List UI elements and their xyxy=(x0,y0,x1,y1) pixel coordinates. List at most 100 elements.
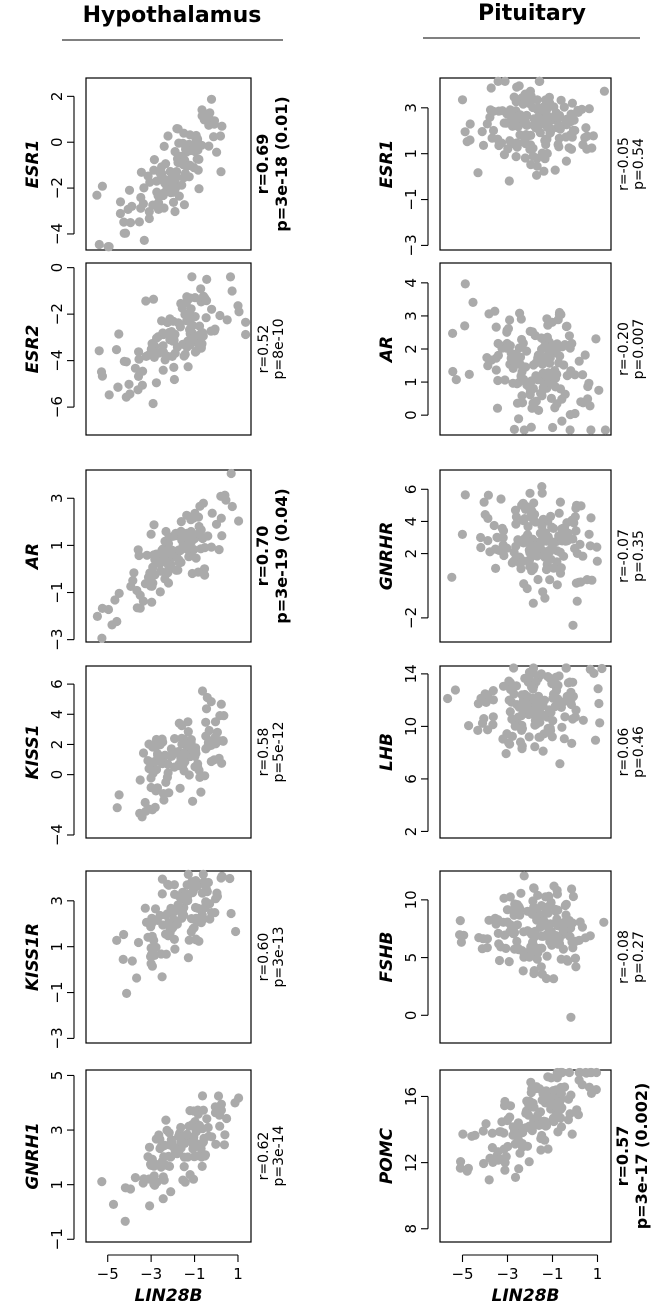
y-axis-label: ESR1 xyxy=(377,140,397,189)
data-point xyxy=(537,482,547,492)
data-point xyxy=(525,562,535,572)
data-point xyxy=(487,1128,497,1138)
y-tick-label: 4 xyxy=(402,278,420,288)
data-point xyxy=(157,889,167,899)
data-point xyxy=(518,556,529,566)
data-point xyxy=(518,966,528,976)
data-point xyxy=(513,1118,524,1128)
data-point xyxy=(523,1110,534,1120)
data-point xyxy=(551,934,561,945)
data-point xyxy=(214,753,224,763)
data-point xyxy=(522,346,532,356)
data-point xyxy=(108,1199,119,1209)
data-point xyxy=(514,945,524,955)
data-point xyxy=(141,296,151,306)
data-point xyxy=(226,908,236,919)
data-point xyxy=(164,1128,174,1138)
correlation-p: p=3e-14 xyxy=(271,1125,287,1186)
data-point xyxy=(537,359,548,369)
data-point xyxy=(519,579,529,589)
data-point xyxy=(193,567,203,577)
data-point xyxy=(456,937,466,947)
y-tick-label: 6 xyxy=(402,485,420,495)
data-point xyxy=(529,403,539,413)
data-point xyxy=(510,1172,521,1182)
data-point xyxy=(188,1144,198,1154)
data-point xyxy=(528,143,538,153)
data-point xyxy=(183,869,193,880)
data-point xyxy=(516,564,526,574)
data-point xyxy=(183,362,193,372)
data-point xyxy=(149,520,159,530)
data-point xyxy=(115,197,126,207)
data-point xyxy=(502,543,512,553)
data-point xyxy=(575,539,585,550)
data-point xyxy=(161,526,171,537)
data-point xyxy=(206,94,217,104)
data-point xyxy=(460,321,470,331)
data-point xyxy=(125,1184,136,1194)
data-point xyxy=(565,130,575,140)
data-point xyxy=(528,598,538,608)
x-tick-label: −1 xyxy=(541,1265,563,1283)
data-point xyxy=(151,378,161,388)
data-point xyxy=(503,324,513,334)
data-point xyxy=(188,320,198,331)
y-tick-label: 12 xyxy=(402,1153,420,1172)
data-point xyxy=(462,137,472,147)
data-point xyxy=(553,1097,563,1107)
data-point xyxy=(550,701,560,712)
data-point xyxy=(134,347,144,357)
data-point xyxy=(169,762,179,772)
data-point xyxy=(535,76,545,86)
data-point xyxy=(173,900,183,910)
data-point xyxy=(215,310,225,321)
x-tick-label: −3 xyxy=(140,1265,162,1283)
data-point xyxy=(483,490,493,500)
data-point xyxy=(163,879,173,889)
data-point xyxy=(578,715,588,725)
data-point xyxy=(543,320,553,330)
data-point xyxy=(226,468,236,479)
data-point xyxy=(175,783,185,793)
correlation-r: r=-0.07 xyxy=(616,529,632,583)
data-point xyxy=(520,153,530,163)
data-point xyxy=(564,1067,575,1078)
data-point xyxy=(202,274,212,284)
data-point xyxy=(160,1140,170,1150)
data-point xyxy=(194,936,204,946)
data-point xyxy=(515,1148,525,1158)
correlation-stats: r=0.06p=0.46 xyxy=(616,726,647,778)
data-point xyxy=(147,913,157,923)
data-point xyxy=(568,620,578,630)
correlation-stats: r=0.58p=5e-12 xyxy=(256,721,287,782)
data-point xyxy=(148,742,158,752)
data-point xyxy=(157,972,167,982)
y-tick-label: −1 xyxy=(48,581,66,603)
y-tick-label: 1 xyxy=(402,149,420,159)
data-point xyxy=(515,352,526,362)
data-point xyxy=(586,513,596,523)
data-point xyxy=(179,766,189,776)
data-point xyxy=(558,925,568,935)
y-axis-label: AR xyxy=(23,543,43,571)
data-point xyxy=(114,329,124,339)
data-point xyxy=(506,684,516,695)
data-point xyxy=(97,1177,107,1187)
y-tick-label: −3 xyxy=(48,1027,66,1049)
y-tick-label: −2 xyxy=(48,177,66,199)
data-point xyxy=(138,199,148,209)
data-point xyxy=(555,497,566,507)
data-point xyxy=(184,1121,194,1131)
data-point xyxy=(151,765,162,775)
data-point xyxy=(525,326,535,336)
data-point xyxy=(187,877,197,887)
data-point xyxy=(509,424,519,434)
data-point xyxy=(211,1139,221,1149)
data-point xyxy=(196,787,206,797)
data-point xyxy=(158,920,168,930)
y-tick-label: 3 xyxy=(402,103,420,113)
data-point xyxy=(164,788,174,798)
data-point xyxy=(191,553,201,563)
plot-frame xyxy=(85,262,252,436)
